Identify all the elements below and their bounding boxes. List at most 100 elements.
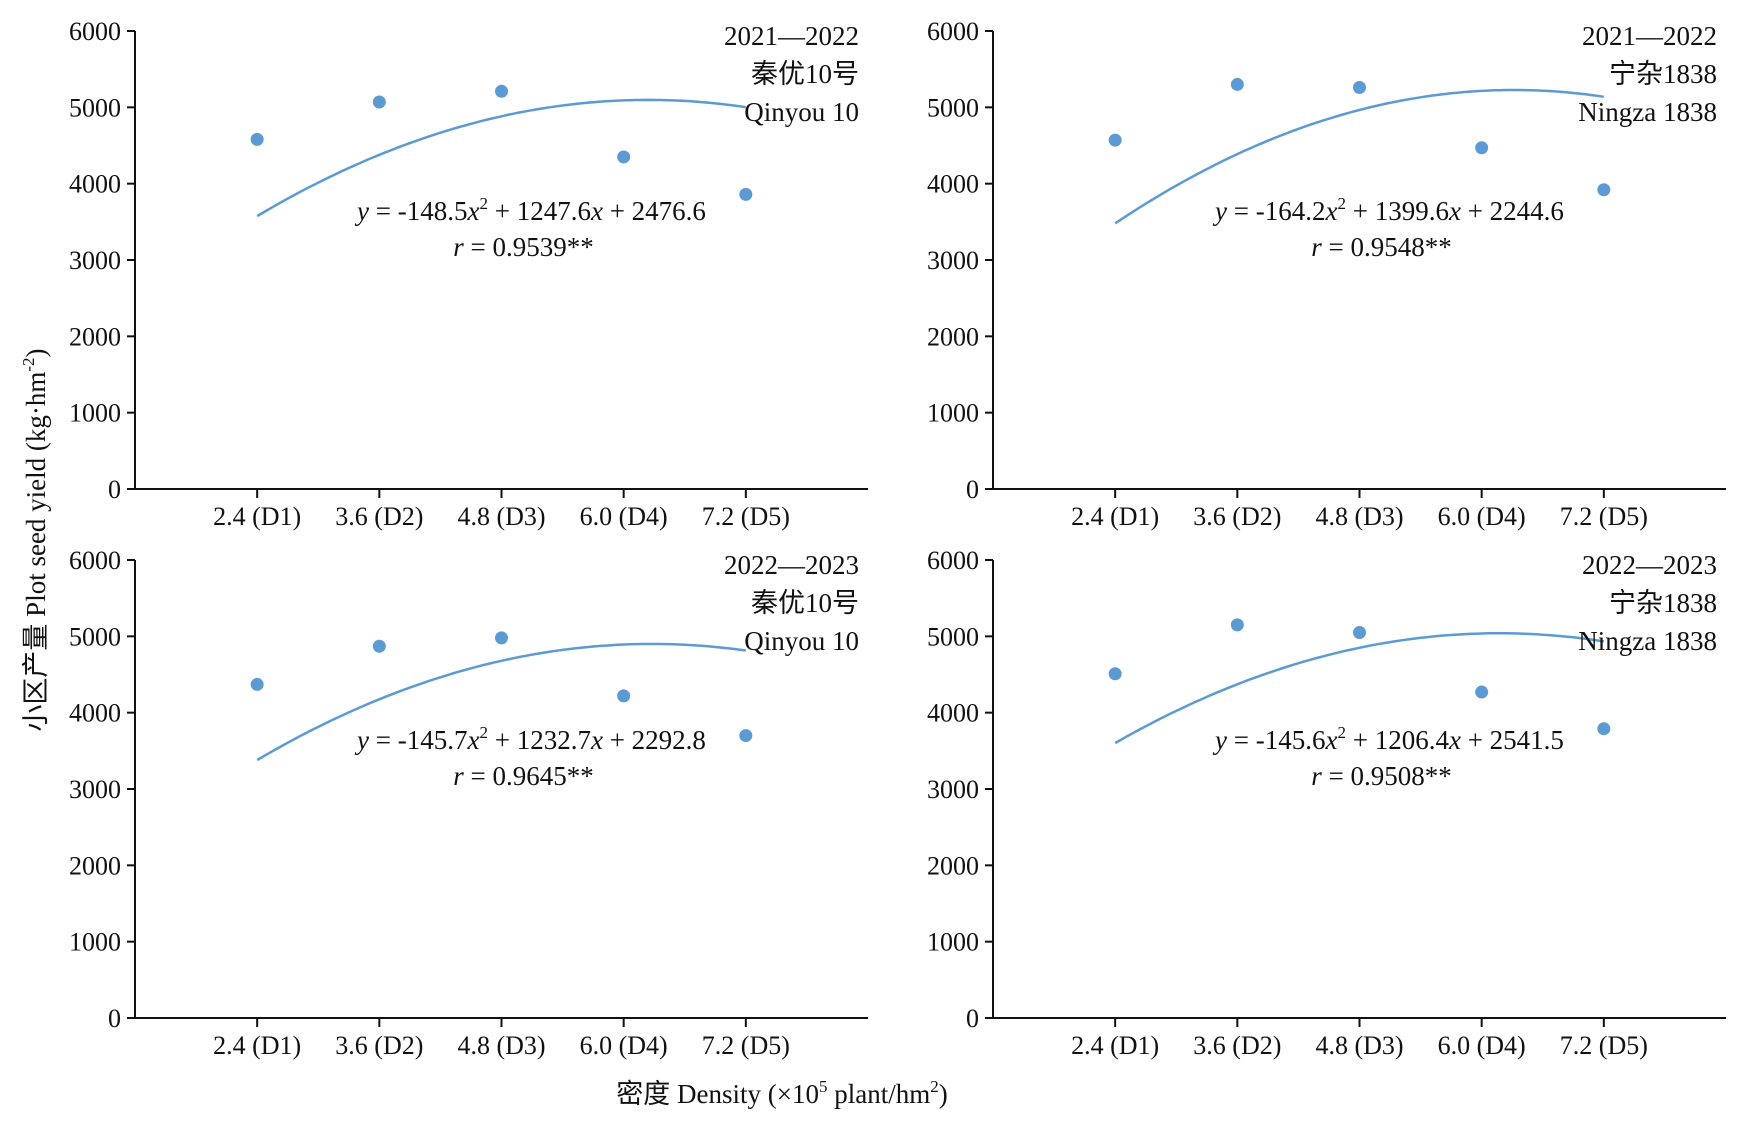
panel-annotation-line: Qinyou 10 <box>744 626 859 656</box>
equation-coef-c: + 2292.8 <box>603 725 706 755</box>
r-symbol: r <box>453 761 464 791</box>
data-point <box>617 150 631 164</box>
r-symbol: r <box>453 232 464 262</box>
equation-y-var: y <box>354 196 369 226</box>
y-tick-label: 4000 <box>927 170 979 199</box>
r-value: = 0.9548** <box>1322 232 1452 262</box>
equation-x-var: x <box>467 725 480 755</box>
equation-exponent: 2 <box>479 194 488 213</box>
equation-x-var: x <box>467 196 480 226</box>
equation-x-var: x <box>1325 196 1338 226</box>
equation-coef-c: + 2244.6 <box>1461 196 1564 226</box>
correlation-coefficient: r = 0.9548** <box>1311 232 1452 262</box>
equation-coef-a: = -148.5 <box>369 196 467 226</box>
panel-annotation-line: 2021—2022 <box>724 21 859 51</box>
y-tick-label: 6000 <box>927 546 979 575</box>
x-tick-label: 4.8 (D3) <box>1315 502 1403 531</box>
data-point <box>739 187 753 201</box>
fit-curve <box>1114 631 1604 745</box>
y-tick-label: 2000 <box>69 322 121 351</box>
regression-equation: y = -145.6x2 + 1206.4x + 2541.5 <box>1212 723 1564 755</box>
equation-exponent: 2 <box>479 723 488 742</box>
correlation-coefficient: r = 0.9539** <box>453 232 594 262</box>
x-tick-label: 2.4 (D1) <box>213 1031 301 1060</box>
panel-annotation-line: 2022—2023 <box>724 550 859 580</box>
fit-curve <box>256 642 746 762</box>
r-value: = 0.9508** <box>1322 761 1452 791</box>
equation-coef-c: + 2476.6 <box>603 196 706 226</box>
equation-x-var: x <box>590 196 603 226</box>
y-tick-label: 0 <box>108 475 121 504</box>
data-point <box>1108 133 1122 147</box>
panel-annotation-line: 宁杂1838 <box>1609 59 1717 89</box>
x-tick-label: 6.0 (D4) <box>1438 502 1526 531</box>
y-tick-label: 3000 <box>69 246 121 275</box>
x-tick-label: 6.0 (D4) <box>580 502 668 531</box>
chart-panel-1: 0 1000 2000 3000 4000 5000 6000 2.4 (D1) 3.6 (D2… <box>69 17 868 531</box>
equation-y-var: y <box>1212 725 1227 755</box>
y-tick-label: 6000 <box>69 546 121 575</box>
x-tick-label: 2.4 (D1) <box>1071 1031 1159 1060</box>
equation-coef-b: + 1232.7 <box>488 725 591 755</box>
regression-equation: y = -145.7x2 + 1232.7x + 2292.8 <box>354 723 706 755</box>
y-tick-label: 2000 <box>927 851 979 880</box>
r-value: = 0.9645** <box>464 761 594 791</box>
panel-annotation-line: 秦优10号 <box>751 59 859 89</box>
r-symbol: r <box>1311 761 1322 791</box>
equation-coef-c: + 2541.5 <box>1461 725 1564 755</box>
y-tick-label: 2000 <box>927 322 979 351</box>
equation-x-var: x <box>1325 725 1338 755</box>
data-point <box>1108 667 1122 681</box>
data-point <box>1230 618 1244 632</box>
x-tick-label: 3.6 (D2) <box>1193 502 1281 531</box>
x-tick-label: 3.6 (D2) <box>1193 1031 1281 1060</box>
x-tick-label: 7.2 (D5) <box>702 1031 790 1060</box>
chart-panel-4: 0 1000 2000 3000 4000 5000 6000 2.4 (D1) 3.6 (D2… <box>927 546 1726 1060</box>
data-point <box>1353 80 1366 94</box>
equation-exponent: 2 <box>1337 194 1346 213</box>
equation-y-var: y <box>1212 196 1227 226</box>
data-point <box>1597 722 1611 736</box>
regression-equation: y = -164.2x2 + 1399.6x + 2244.6 <box>1212 194 1564 226</box>
x-tick-label: 7.2 (D5) <box>1560 1031 1648 1060</box>
x-tick-label: 2.4 (D1) <box>1071 502 1159 531</box>
x-tick-label: 6.0 (D4) <box>580 1031 668 1060</box>
x-tick-label: 3.6 (D2) <box>335 502 423 531</box>
equation-exponent: 2 <box>1337 723 1346 742</box>
y-tick-label: 6000 <box>927 17 979 46</box>
equation-coef-b: + 1247.6 <box>488 196 591 226</box>
r-symbol: r <box>1311 232 1322 262</box>
panel-annotation-line: Ningza 1838 <box>1578 626 1717 656</box>
data-point <box>1230 77 1244 91</box>
y-tick-label: 5000 <box>69 93 121 122</box>
y-tick-label: 1000 <box>69 399 121 428</box>
data-point <box>617 689 631 703</box>
y-tick-label: 5000 <box>927 93 979 122</box>
y-tick-label: 0 <box>966 1004 979 1033</box>
y-tick-label: 0 <box>966 475 979 504</box>
y-tick-label: 0 <box>108 1004 121 1033</box>
equation-x-var: x <box>590 725 603 755</box>
fit-curve <box>1114 88 1604 225</box>
x-tick-label: 7.2 (D5) <box>702 502 790 531</box>
data-point <box>495 631 508 645</box>
panel-annotation-line: 宁杂1838 <box>1609 588 1717 618</box>
x-tick-label: 6.0 (D4) <box>1438 1031 1526 1060</box>
data-point <box>250 677 264 691</box>
y-tick-label: 4000 <box>69 170 121 199</box>
panel-annotation-line: 2022—2023 <box>1582 550 1717 580</box>
equation-x-var: x <box>1448 196 1461 226</box>
x-tick-label: 3.6 (D2) <box>335 1031 423 1060</box>
data-point <box>1597 183 1611 197</box>
y-tick-label: 3000 <box>69 775 121 804</box>
panel-annotation-line: 2021—2022 <box>1582 21 1717 51</box>
equation-coef-a: = -145.7 <box>369 725 467 755</box>
panel-annotation-line: 秦优10号 <box>751 588 859 618</box>
x-tick-label: 4.8 (D3) <box>457 1031 545 1060</box>
correlation-coefficient: r = 0.9645** <box>453 761 594 791</box>
chart-panel-2: 0 1000 2000 3000 4000 5000 6000 2.4 (D1) 3.6 (D2… <box>927 17 1726 531</box>
x-tick-label: 7.2 (D5) <box>1560 502 1648 531</box>
data-point <box>1353 626 1366 640</box>
